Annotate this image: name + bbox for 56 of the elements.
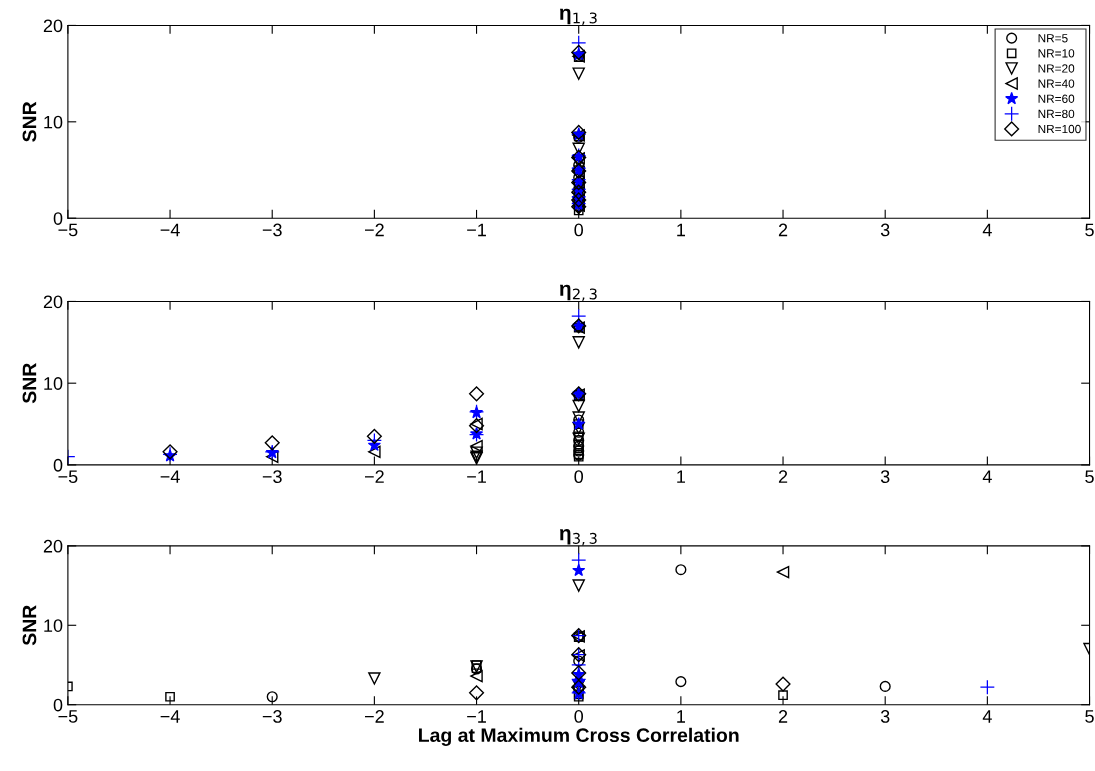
y-tick-label: 10 xyxy=(44,377,63,390)
x-tick-label: −5 xyxy=(58,223,78,237)
x-tick-label: 3 xyxy=(880,223,890,237)
chart-title: η$_{3,3}$ xyxy=(560,529,597,546)
x-tick-label: −4 xyxy=(160,223,180,237)
x-tick-label: −2 xyxy=(364,223,384,237)
legend-label: NR=80 xyxy=(1038,109,1075,119)
x-tick-label: −2 xyxy=(364,710,384,723)
x-tick-label: −1 xyxy=(467,223,486,237)
x-tick-label: 3 xyxy=(880,710,890,723)
y-tick-label: 20 xyxy=(43,539,63,553)
x-tick-label: −3 xyxy=(262,223,282,237)
legend-label: NR=100 xyxy=(1038,124,1081,134)
x-tick-label: 2 xyxy=(778,470,788,483)
y-tick-label: 0 xyxy=(53,212,63,225)
y-axis-title: SNR xyxy=(22,101,37,142)
legend-label: NR=5 xyxy=(1038,34,1068,43)
chart-title: η$_{1,3}$ xyxy=(560,8,597,25)
x-tick-label: −2 xyxy=(364,470,384,483)
y-tick-label: 20 xyxy=(43,19,63,33)
legend-label: NR=10 xyxy=(1038,49,1075,58)
x-tick-label: 3 xyxy=(880,470,890,484)
legend-label: NR=20 xyxy=(1038,64,1075,73)
x-tick-label: −4 xyxy=(160,470,180,483)
x-tick-label: 0 xyxy=(574,470,584,484)
y-tick-label: 0 xyxy=(53,458,63,472)
chart-title: η$_{2,3}$ xyxy=(560,284,597,301)
legend-label: NR=60 xyxy=(1038,94,1075,103)
y-tick-label: 0 xyxy=(53,698,63,712)
x-tick-label: 1 xyxy=(677,223,686,237)
x-tick-label: −5 xyxy=(58,470,78,484)
x-tick-label: −3 xyxy=(262,470,282,484)
x-axis-title: Lag at Maximum Cross Correlation xyxy=(419,727,739,746)
x-tick-label: 5 xyxy=(1085,470,1094,484)
x-tick-label: 5 xyxy=(1085,710,1094,723)
x-tick-label: 4 xyxy=(982,710,992,723)
y-tick-label: 10 xyxy=(44,619,63,632)
x-tick-label: 0 xyxy=(574,710,584,723)
x-tick-label: 2 xyxy=(778,223,788,237)
x-tick-label: 5 xyxy=(1085,223,1094,237)
x-tick-label: 0 xyxy=(574,223,584,237)
x-tick-label: −4 xyxy=(160,710,180,723)
x-tick-label: 1 xyxy=(677,710,686,723)
x-tick-label: 2 xyxy=(778,710,788,723)
y-axis-title: SNR xyxy=(22,605,37,646)
y-tick-label: 10 xyxy=(44,115,63,129)
x-tick-label: −3 xyxy=(262,710,282,723)
legend-label: NR=40 xyxy=(1038,79,1075,88)
x-tick-label: −1 xyxy=(467,710,486,723)
y-tick-label: 20 xyxy=(43,295,63,309)
x-tick-label: 4 xyxy=(982,470,992,483)
y-axis-title: SNR xyxy=(22,363,37,404)
x-tick-label: 1 xyxy=(677,470,686,483)
x-tick-label: 4 xyxy=(982,223,992,237)
x-tick-label: −1 xyxy=(467,470,486,483)
x-tick-label: −5 xyxy=(58,710,78,723)
